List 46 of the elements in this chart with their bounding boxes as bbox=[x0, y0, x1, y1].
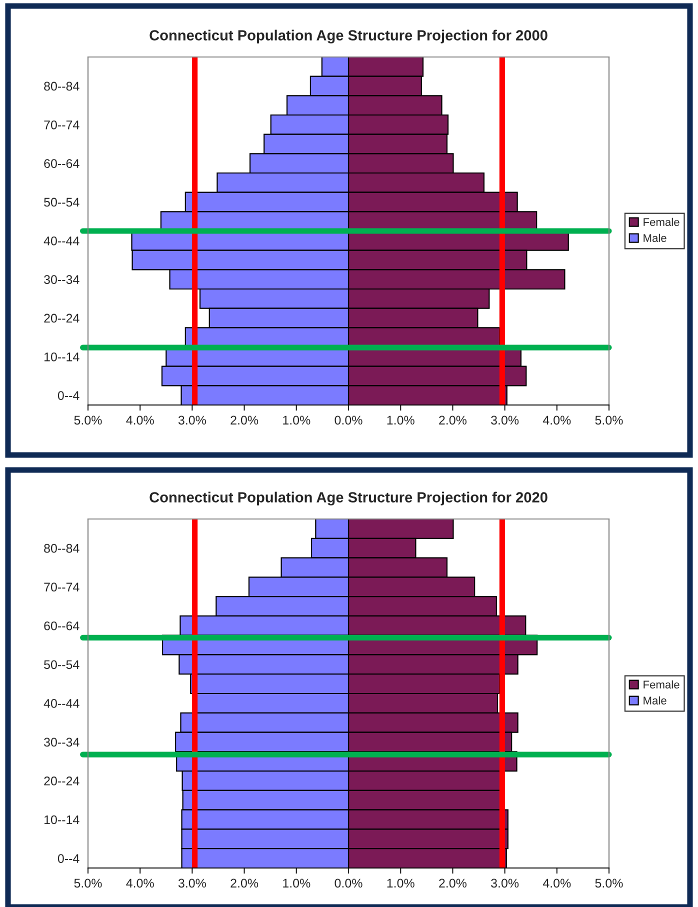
x-tick-label: 1.0% bbox=[387, 416, 414, 425]
x-tick-label: 5.0% bbox=[595, 416, 623, 425]
y-tick-label: 70--74 bbox=[44, 582, 80, 592]
y-tick-label: 60--64 bbox=[44, 159, 80, 168]
x-tick-label: 2.0% bbox=[230, 878, 258, 888]
x-tick-label: 2.0% bbox=[439, 416, 466, 425]
x-tick-label: 5.0% bbox=[74, 416, 102, 425]
y-tick-label: 30--34 bbox=[44, 275, 80, 284]
y-tick-label: 70--74 bbox=[44, 120, 80, 130]
y-tick-label: 10--14 bbox=[44, 815, 80, 824]
y-tick-label: 80--84 bbox=[44, 82, 80, 91]
y-tick-label: 20--24 bbox=[44, 314, 80, 323]
x-tick-label: 2.0% bbox=[439, 878, 466, 888]
y-tick-label: 60--64 bbox=[44, 621, 80, 630]
y-tick-label: 0--4 bbox=[58, 854, 80, 863]
x-tick-label: 3.0% bbox=[491, 416, 519, 425]
x-tick-label: 0.0% bbox=[334, 416, 362, 425]
y-tick-label: 10--14 bbox=[44, 352, 80, 362]
chart-title: Connecticut Population Age Structure Projection for 2020 bbox=[150, 492, 548, 506]
x-tick-label: 2.0% bbox=[230, 416, 258, 425]
y-tick-label: 80--84 bbox=[44, 544, 80, 553]
chart-title: Connecticut Population Age Structure Projection for 2000 bbox=[150, 30, 548, 44]
y-tick-label: 40--44 bbox=[44, 236, 80, 246]
y-tick-label: 40--44 bbox=[44, 698, 80, 708]
legend-label: Male bbox=[644, 234, 666, 242]
x-tick-label: 5.0% bbox=[74, 878, 102, 888]
legend-label: Male bbox=[644, 696, 666, 704]
y-tick-label: 0--4 bbox=[58, 391, 80, 400]
legend-label: Female bbox=[644, 680, 680, 689]
x-tick-label: 1.0% bbox=[283, 416, 310, 425]
y-tick-label: 30--34 bbox=[44, 738, 80, 747]
y-tick-label: 20--24 bbox=[44, 776, 80, 786]
x-tick-label: 4.0% bbox=[542, 416, 571, 425]
x-tick-label: 3.0% bbox=[491, 878, 519, 888]
y-tick-label: 50--54 bbox=[44, 198, 80, 207]
legend-label: Female bbox=[644, 218, 680, 226]
x-tick-label: 1.0% bbox=[387, 878, 414, 888]
x-tick-label: 1.0% bbox=[283, 878, 310, 888]
y-tick-label: 50--54 bbox=[44, 660, 80, 670]
x-tick-label: 4.0% bbox=[126, 878, 154, 888]
x-tick-label: 3.0% bbox=[178, 878, 206, 888]
x-tick-label: 0.0% bbox=[334, 878, 362, 888]
x-tick-label: 3.0% bbox=[178, 416, 206, 425]
x-tick-label: 4.0% bbox=[126, 416, 154, 425]
x-tick-label: 5.0% bbox=[595, 878, 623, 888]
x-tick-label: 4.0% bbox=[542, 878, 571, 888]
